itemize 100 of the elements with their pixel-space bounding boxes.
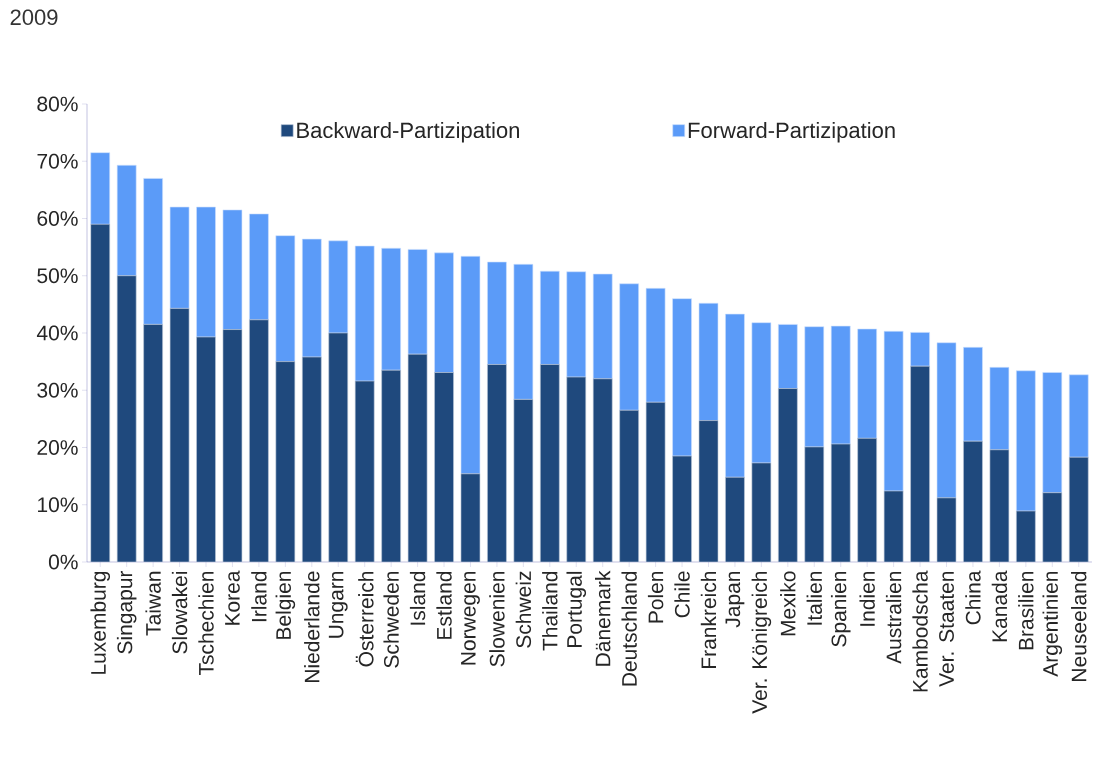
x-tick-label: Frankreich (700, 571, 717, 668)
y-tick-label: 40% (36, 325, 78, 341)
x-tick-label: Belgien (275, 571, 296, 639)
bar (857, 438, 877, 562)
x-tick-label: Dänemark (595, 570, 611, 666)
x-tick-label: Italien (806, 571, 822, 625)
x-tick-label: Brasilien (1018, 571, 1034, 650)
x-tick-label: Japan (725, 571, 745, 628)
y-tick-label: 10% (38, 497, 78, 513)
x-tick-label: Irland (251, 571, 267, 622)
bar (407, 353, 428, 562)
bar (857, 328, 877, 439)
x-tick-label: Luxemburg (90, 571, 111, 674)
bar (883, 330, 904, 492)
bar (910, 365, 930, 562)
bar (619, 409, 639, 562)
legend-label: Backward-Partizipation (297, 121, 519, 143)
x-tick-label: Neuseeland (1071, 571, 1087, 681)
bar (381, 369, 401, 562)
bar (751, 462, 772, 562)
bar (540, 364, 560, 562)
bar (513, 399, 534, 562)
bar (487, 261, 507, 365)
bar (778, 388, 798, 562)
bar (540, 270, 560, 365)
bar (963, 440, 983, 562)
bar (592, 273, 613, 380)
bar (592, 378, 613, 562)
bar (672, 298, 692, 457)
bar (434, 252, 454, 373)
bar (460, 255, 481, 475)
bar (830, 443, 851, 562)
bar (169, 308, 190, 562)
bar (249, 319, 269, 562)
bar (222, 209, 243, 330)
bar (222, 329, 243, 562)
bar (910, 332, 930, 367)
bar (196, 336, 216, 562)
bar (116, 275, 137, 562)
y-tick-label: 30% (37, 382, 78, 398)
y-tick-label: 60% (37, 211, 78, 226)
x-tick-label: Schweden (383, 571, 399, 668)
x-tick-label: Kanada (991, 570, 1008, 642)
bar (778, 324, 798, 389)
x-tick-label: Island (409, 571, 426, 625)
bar (1042, 492, 1063, 562)
bar (1068, 374, 1089, 458)
bar (1016, 510, 1036, 562)
x-tick-label: Norwegen (461, 571, 480, 665)
bar (407, 249, 428, 355)
bar (434, 372, 454, 562)
x-tick-label: Slowenien (489, 571, 505, 667)
bar (460, 473, 481, 562)
bar (302, 238, 322, 358)
bar (1016, 370, 1036, 512)
bar (487, 364, 507, 562)
bar (566, 376, 587, 562)
x-tick-label: Deutschland (621, 571, 637, 686)
x-tick-label: Slowakei (171, 571, 188, 654)
x-tick-label: Singapur (116, 570, 137, 654)
x-tick-label: Ver. Königreich (751, 571, 772, 714)
x-tick-label: Chile (674, 571, 690, 618)
x-tick-label: Portugal (566, 571, 587, 648)
bar (90, 152, 111, 225)
bar (1042, 372, 1063, 494)
chart-title: 2009 (10, 9, 58, 26)
x-tick-label: Kambodscha (912, 570, 928, 692)
bar (1068, 456, 1089, 562)
x-tick-label: Polen (647, 571, 664, 623)
bar (883, 490, 904, 562)
x-tick-label: Indien (859, 571, 875, 626)
x-tick-label: Ungarn (328, 571, 348, 638)
bar (619, 283, 639, 411)
x-tick-label: Australien (885, 571, 902, 664)
x-tick-label: China (965, 570, 981, 625)
bar (249, 213, 269, 321)
bar (830, 325, 851, 445)
x-tick-label: Ver. Staaten (939, 571, 954, 687)
bar (566, 271, 587, 378)
bar (936, 342, 957, 499)
bar (354, 245, 375, 382)
y-tick-label: 70% (37, 153, 78, 169)
legend-label: Forward-Partizipation (688, 121, 895, 143)
bar (725, 313, 745, 478)
bar (989, 367, 1010, 451)
bar (672, 455, 692, 562)
y-tick-label: 80% (37, 96, 78, 112)
y-tick-label: 50% (37, 268, 78, 284)
x-tick-label: Mexiko (780, 571, 796, 636)
bar (963, 347, 983, 442)
bar (804, 326, 825, 448)
bar (169, 206, 190, 309)
bar (725, 476, 745, 562)
y-tick-label: 0% (48, 554, 78, 570)
bar (698, 420, 719, 562)
bar (989, 449, 1010, 562)
bar (698, 302, 719, 421)
bar (513, 263, 534, 400)
x-tick-label: Thailand (542, 571, 558, 651)
bar (302, 356, 322, 562)
